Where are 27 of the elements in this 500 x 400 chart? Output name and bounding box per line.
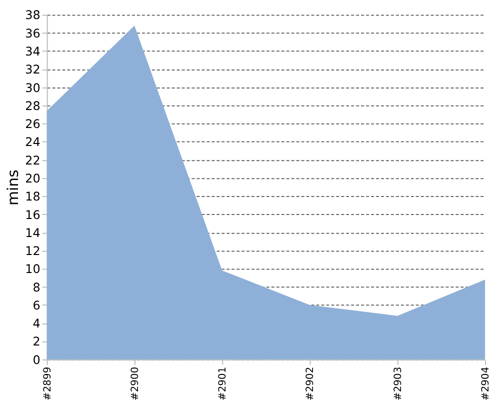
y-tick-label: 4	[32, 316, 40, 331]
x-tick-label: #2903	[392, 366, 404, 400]
x-tick-label: #2899	[42, 366, 54, 400]
y-tick-label: 14	[25, 226, 40, 240]
y-tick-label: 38	[25, 8, 40, 22]
y-tick-label: 26	[25, 117, 40, 132]
y-tick-label: 0	[32, 352, 40, 367]
y-tick-label: 16	[25, 208, 40, 222]
y-tick-label: 22	[25, 153, 40, 168]
x-tick-label: #2901	[218, 366, 229, 400]
y-tick-label: 20	[25, 171, 40, 186]
y-tick-label: 12	[25, 244, 40, 258]
y-tick-label: 8	[32, 280, 40, 294]
x-tick-label: #2904	[480, 366, 492, 400]
y-tick-label: 6	[32, 298, 40, 312]
y-tick-label: 34	[25, 44, 40, 59]
y-tick-label: 32	[25, 62, 40, 77]
y-tick-label: 36	[25, 26, 40, 40]
y-tick-label: 10	[25, 262, 40, 276]
y-tick-label: 28	[25, 98, 40, 113]
y-tick-label: 30	[25, 80, 40, 95]
y-tick-label: 2	[32, 334, 40, 349]
y-tick-label: 24	[25, 135, 40, 150]
x-tick-label: #2902	[305, 366, 316, 400]
x-tick-label: #2900	[130, 366, 141, 400]
y-axis-title: mins	[4, 169, 22, 206]
y-tick-label: 18	[25, 190, 40, 204]
